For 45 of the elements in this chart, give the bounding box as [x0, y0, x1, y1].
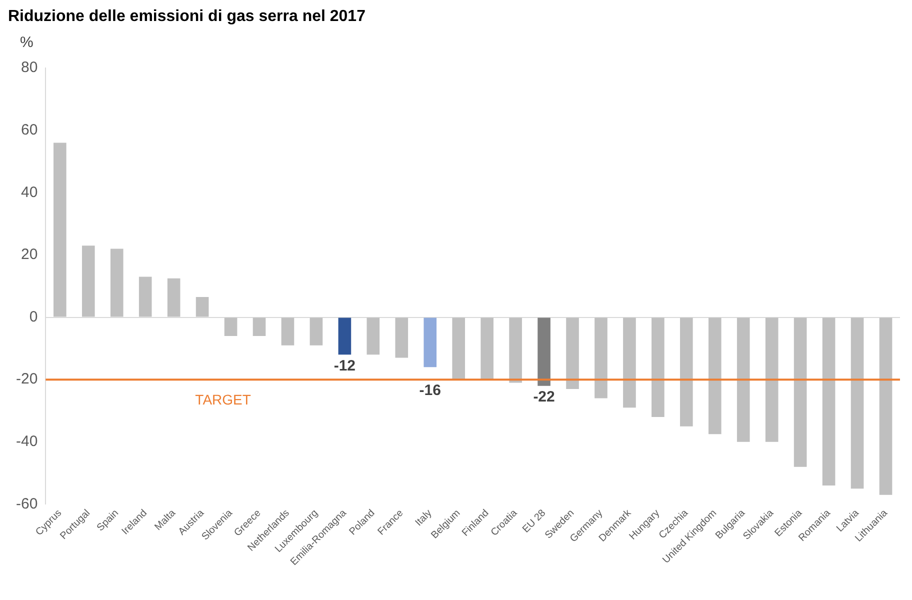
bar: [82, 246, 95, 317]
bar: [509, 318, 522, 383]
bar: [594, 318, 608, 398]
y-tick-label: 80: [20, 59, 38, 76]
bar: [310, 318, 323, 346]
bar: [566, 318, 579, 389]
bar: [452, 318, 466, 380]
bar: [54, 142, 66, 317]
bar: [395, 318, 408, 358]
bar: [822, 318, 836, 486]
bar: [680, 318, 693, 426]
bar: [424, 318, 437, 368]
y-tick-label: 20: [20, 246, 38, 264]
bar: [652, 318, 664, 417]
chart-title: Riduzione delle emissioni di gas serra nel 2017: [8, 8, 366, 26]
y-tick-label: 60: [20, 121, 38, 138]
ref-line-label: TARGET: [195, 391, 252, 408]
bar: [736, 318, 750, 442]
bar: [538, 318, 550, 386]
bar: [167, 278, 180, 317]
y-tick-label: -20: [16, 370, 38, 388]
bar: [794, 318, 807, 467]
bar: [623, 318, 636, 408]
bar: [224, 318, 238, 336]
y-axis-title: %: [20, 34, 34, 51]
bar: [366, 318, 380, 355]
bar: [138, 276, 152, 317]
y-tick-label: -40: [16, 433, 38, 450]
bar: [281, 318, 294, 346]
bar: [850, 318, 864, 489]
bar: [708, 318, 722, 434]
y-tick-label: 0: [29, 308, 38, 326]
bar: [110, 248, 124, 317]
data-label: -22: [533, 388, 555, 406]
bar: [338, 318, 352, 355]
x-tick-label: Italy: [413, 508, 434, 529]
bar: [480, 318, 494, 380]
data-label: -12: [334, 357, 356, 374]
bar: [252, 318, 266, 336]
bar: [196, 297, 209, 317]
bar: [765, 318, 778, 442]
y-tick-label: -60: [16, 495, 38, 512]
bar: [879, 318, 892, 495]
data-label: -16: [419, 382, 441, 400]
y-tick-label: 40: [20, 184, 38, 201]
